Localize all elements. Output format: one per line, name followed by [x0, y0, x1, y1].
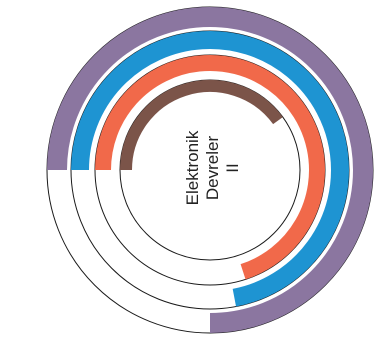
- ring-arcs: [47, 7, 373, 333]
- center-label-line-3: II: [223, 163, 242, 172]
- ring-arc-3: [95, 55, 325, 280]
- center-label-line-1: Elektronik: [183, 130, 202, 205]
- center-label: Elektronik Devreler II: [183, 130, 242, 205]
- ring-arc-1: [47, 7, 373, 333]
- ring-arc-4: [120, 80, 283, 171]
- center-label-line-2: Devreler: [203, 136, 222, 201]
- ring-arc-2: [71, 31, 349, 307]
